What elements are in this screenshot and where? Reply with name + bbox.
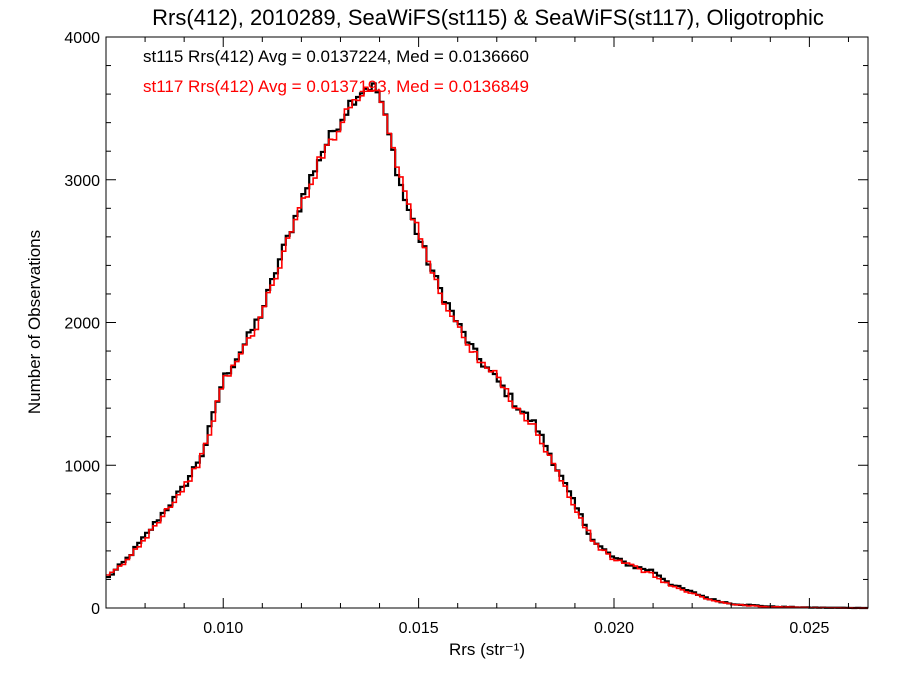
y-tick-label: 1000 <box>64 458 100 475</box>
x-tick-label: 0.010 <box>203 620 243 637</box>
y-tick-label: 2000 <box>64 316 100 333</box>
series-st117-line <box>106 86 868 609</box>
x-tick-label: 0.015 <box>399 620 439 637</box>
x-tick-label: 0.020 <box>594 620 634 637</box>
chart-title: Rrs(412), 2010289, SeaWiFS(st115) & SeaW… <box>152 5 824 30</box>
plot-frame <box>105 36 869 609</box>
axis-ticks: 0.010 0.015 0.020 0.025 0 1000 2000 3000 4000 <box>64 30 868 637</box>
x-tick-label: 0.025 <box>789 620 829 637</box>
legend-entry-st117: st117 Rrs(412) Avg = 0.0137193, Med = 0.… <box>143 77 529 96</box>
series-layer <box>106 82 868 610</box>
series-st115-line <box>106 82 868 610</box>
x-axis-label: Rrs (str⁻¹) <box>449 640 525 659</box>
y-tick-label: 0 <box>91 601 100 618</box>
legend-entry-st115: st115 Rrs(412) Avg = 0.0137224, Med = 0.… <box>143 47 529 66</box>
y-axis-label: Number of Observations <box>25 230 44 414</box>
y-tick-label: 4000 <box>64 30 100 47</box>
y-tick-label: 3000 <box>64 173 100 190</box>
